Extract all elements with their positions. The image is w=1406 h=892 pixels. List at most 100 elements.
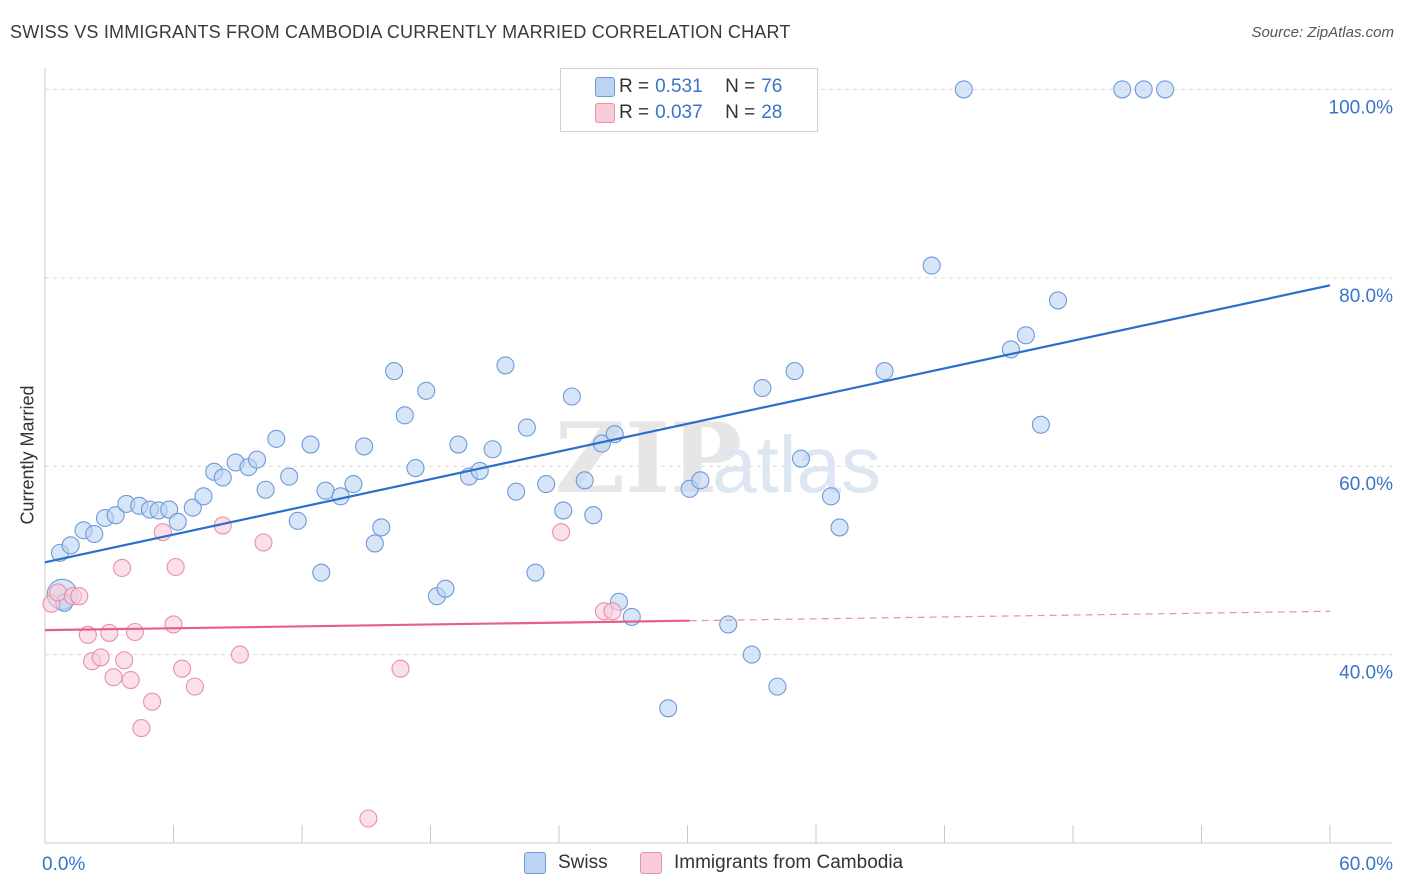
swiss-point — [554, 501, 573, 520]
x-tick-label: 60.0% — [1339, 854, 1393, 875]
swiss-point — [1156, 80, 1175, 99]
swiss-point — [355, 437, 374, 456]
swiss-point — [742, 645, 761, 664]
series-legend: Swiss Immigrants from Cambodia — [0, 852, 1406, 876]
trendlines — [44, 284, 1331, 632]
swiss-point — [622, 607, 641, 626]
swiss-point — [365, 534, 384, 553]
legend-n-label: N = — [725, 102, 756, 123]
swiss-point — [344, 475, 363, 494]
legend-swatch-cambodia — [640, 852, 662, 874]
swiss-point — [194, 487, 213, 506]
y-tick-label: 100.0% — [1329, 97, 1394, 118]
cambodia-point — [359, 809, 378, 828]
series-swiss — [46, 80, 1175, 718]
cambodia-point — [115, 651, 134, 670]
swiss-point — [417, 381, 436, 400]
legend-n-label: N = — [725, 76, 756, 97]
cambodia-trendline — [44, 619, 690, 632]
swiss-point — [183, 498, 202, 517]
swiss-point — [753, 378, 772, 398]
swiss-point — [496, 356, 515, 375]
swiss-point — [168, 512, 187, 531]
swiss-point — [1031, 415, 1050, 434]
swiss-point — [507, 482, 526, 501]
swiss-trendline — [44, 284, 1331, 564]
swiss-point — [256, 480, 275, 499]
legend-r-label: R = — [619, 76, 650, 97]
x-tick-labels: 0.0% 60.0% — [42, 854, 1393, 875]
swiss-point — [922, 256, 941, 275]
swiss-point — [436, 579, 455, 598]
cambodia-point — [391, 659, 410, 678]
swiss-point — [1016, 326, 1035, 345]
cambodia-point — [125, 622, 144, 642]
swiss-point — [106, 506, 125, 525]
cambodia-point — [121, 670, 140, 690]
swiss-point — [280, 467, 299, 486]
swiss-point — [791, 449, 811, 468]
legend-r-value: 0.531 — [655, 76, 703, 97]
swiss-point — [160, 500, 179, 519]
swiss-point — [1048, 291, 1068, 310]
legend-n-value: 28 — [761, 102, 783, 123]
swiss-point — [875, 362, 894, 381]
legend-row-cambodia: R = 0.037 N = 28 — [595, 101, 783, 125]
y-tick-label: 60.0% — [1339, 474, 1393, 495]
cambodia-point — [113, 558, 132, 577]
swiss-point — [821, 487, 841, 506]
cambodia-point — [132, 719, 151, 738]
legend-swatch-swiss — [524, 852, 546, 874]
cambodia-point — [552, 523, 571, 542]
cambodia-point — [48, 583, 67, 602]
cambodia-point — [230, 645, 249, 664]
legend-n-value: 76 — [761, 76, 783, 97]
swiss-point — [830, 518, 849, 537]
chart-title: SWISS VS IMMIGRANTS FROM CAMBODIA CURREN… — [10, 22, 791, 42]
x-tick-label: 0.0% — [42, 854, 85, 875]
cambodia-point — [91, 648, 110, 667]
legend-r-label: R = — [619, 102, 650, 123]
cambodia-point — [70, 587, 89, 606]
swiss-point — [768, 677, 787, 696]
cambodia-point — [166, 557, 185, 577]
cambodia-point — [254, 533, 273, 552]
cambodia-trendline-extension — [689, 610, 1331, 622]
cambodia-point — [164, 615, 183, 634]
swiss-point — [247, 450, 267, 469]
source-credit: Source: ZipAtlas.com — [1251, 24, 1394, 41]
correlation-legend: R = 0.531 N = 76 R = 0.037 N = 28 — [560, 68, 818, 132]
swiss-point — [288, 511, 307, 530]
swiss-point — [575, 471, 594, 490]
swiss-point — [385, 362, 404, 381]
legend-swatch-swiss — [595, 77, 615, 97]
swiss-point — [562, 387, 581, 406]
y-tick-label: 80.0% — [1339, 286, 1393, 307]
watermark-zip: ZIP — [555, 402, 742, 515]
swiss-point — [267, 429, 286, 448]
swiss-point — [537, 475, 556, 494]
legend-label-cambodia: Immigrants from Cambodia — [674, 852, 904, 873]
swiss-point — [954, 80, 973, 99]
swiss-point — [517, 418, 536, 437]
axes — [44, 68, 1392, 844]
swiss-point — [659, 699, 678, 718]
legend-r-value: 0.037 — [655, 102, 703, 123]
swiss-point — [719, 615, 738, 634]
cambodia-point — [104, 668, 123, 687]
legend-item-swiss[interactable]: Swiss — [524, 852, 608, 874]
swiss-point — [584, 506, 603, 525]
cambodia-point — [185, 677, 204, 696]
cambodia-point — [143, 692, 162, 711]
swiss-point — [526, 563, 545, 582]
swiss-point — [213, 468, 232, 487]
legend-item-cambodia[interactable]: Immigrants from Cambodia — [640, 852, 903, 874]
legend-label-swiss: Swiss — [558, 852, 608, 873]
swiss-point — [372, 518, 391, 537]
swiss-point — [406, 459, 425, 478]
cambodia-point — [603, 602, 622, 621]
swiss-point — [61, 536, 80, 555]
swiss-point — [1134, 80, 1153, 99]
y-axis-label: Currently Married — [17, 385, 38, 525]
